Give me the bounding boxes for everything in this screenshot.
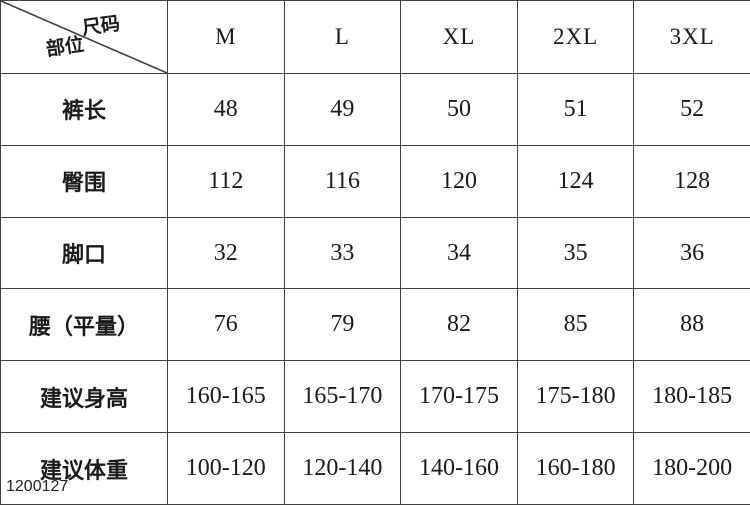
cell-value: 140-160: [400, 432, 518, 505]
cell-value: 79: [283, 288, 402, 362]
cell-value: 116: [283, 144, 402, 218]
column-header-xl: XL: [400, 0, 518, 74]
cell-value: 175-180: [516, 360, 635, 434]
cell-value: 180-185: [633, 360, 750, 434]
row-label-waist: 腰（平量）: [0, 288, 168, 362]
table-row-leg-opening: 脚口 32 33 34 35 36: [0, 216, 750, 290]
cell-value: 35: [516, 216, 635, 290]
row-label-pants-length: 裤长: [0, 73, 168, 146]
cell-value: 180-200: [633, 432, 750, 505]
cell-value: 48: [167, 73, 285, 146]
column-header-m: M: [167, 0, 285, 74]
cell-value: 85: [516, 288, 635, 362]
cell-value: 165-170: [283, 360, 402, 434]
corner-header-cell: 尺码 部位: [0, 0, 168, 74]
cell-value: 33: [283, 216, 402, 290]
diagonal-divider-line: [1, 1, 167, 73]
cell-value: 120: [400, 144, 518, 218]
cell-value: 32: [167, 216, 285, 290]
cell-value: 124: [516, 144, 635, 218]
corner-size-label: 尺码: [80, 13, 122, 40]
header-row: 尺码 部位 M L XL 2XL 3XL: [0, 0, 750, 74]
cell-value: 76: [167, 288, 285, 362]
cell-value: 128: [633, 144, 750, 218]
table-row-suggested-height: 建议身高 160-165 165-170 170-175 175-180 180…: [0, 360, 750, 434]
table-row-hip: 臀围 112 116 120 124 128: [0, 144, 750, 218]
table-row-waist: 腰（平量） 76 79 82 85 88: [0, 288, 750, 362]
cell-value: 160-165: [167, 360, 285, 434]
cell-value: 170-175: [400, 360, 518, 434]
cell-value: 160-180: [516, 432, 635, 505]
column-header-3xl: 3XL: [633, 0, 750, 74]
table-row-suggested-weight: 建议体重 100-120 120-140 140-160 160-180 180…: [0, 432, 750, 505]
cell-value: 36: [633, 216, 750, 290]
cell-value: 52: [633, 73, 750, 146]
cell-value: 34: [400, 216, 518, 290]
corner-part-label: 部位: [44, 34, 86, 61]
cell-value: 120-140: [283, 432, 402, 505]
cell-value: 50: [400, 73, 518, 146]
row-label-suggested-weight: 建议体重: [0, 432, 168, 505]
cell-value: 88: [633, 288, 750, 362]
row-label-suggested-height: 建议身高: [0, 360, 168, 434]
table-row-pants-length: 裤长 48 49 50 51 52: [0, 73, 750, 146]
row-label-leg-opening: 脚口: [0, 216, 168, 290]
cell-value: 49: [283, 73, 402, 146]
cell-value: 112: [167, 144, 285, 218]
cell-value: 100-120: [167, 432, 285, 505]
cell-value: 82: [400, 288, 518, 362]
cell-value: 51: [516, 73, 635, 146]
row-label-hip: 臀围: [0, 144, 168, 218]
column-header-l: L: [283, 0, 402, 74]
column-header-2xl: 2XL: [516, 0, 635, 74]
watermark-number: 1200127: [6, 478, 69, 495]
